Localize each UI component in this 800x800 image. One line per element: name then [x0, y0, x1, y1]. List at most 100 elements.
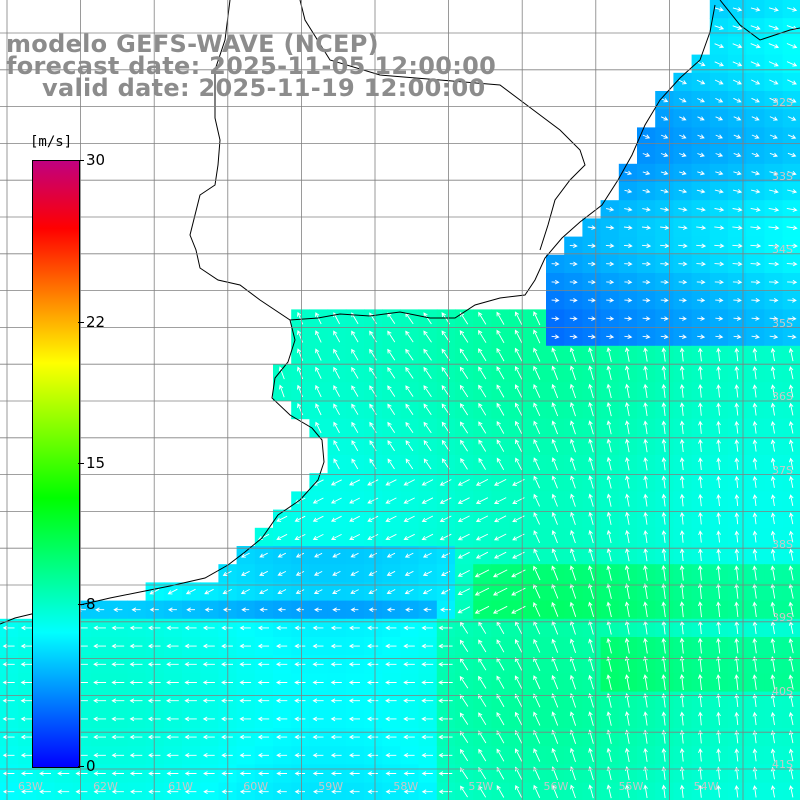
wind-arrow: [588, 638, 594, 653]
wind-arrow: [716, 784, 721, 798]
wind-arrow: [661, 457, 667, 471]
wind-arrow: [624, 674, 630, 690]
wind-arrow: [605, 225, 615, 230]
wind-arrow: [438, 771, 453, 776]
wind-arrow: [788, 601, 794, 617]
wind-arrow: [386, 570, 396, 576]
wind-arrow: [716, 384, 721, 398]
wind-arrow: [588, 383, 594, 399]
wind-arrow: [387, 348, 396, 361]
wind-arrow: [330, 533, 342, 540]
wind-arrow: [661, 784, 667, 798]
wind-arrow: [570, 511, 576, 525]
wind-arrow: [569, 656, 577, 672]
wind-arrow: [643, 564, 648, 581]
wind-arrow: [734, 637, 739, 654]
forecast-date: forecast date: 2025-11-05 12:00:00: [6, 52, 497, 80]
wind-arrow: [624, 207, 633, 212]
wind-arrow: [276, 533, 288, 541]
speed-cell: [782, 436, 800, 456]
wind-arrow: [606, 565, 612, 581]
wind-arrow: [439, 479, 452, 486]
wind-arrow: [259, 607, 268, 612]
wind-arrow: [459, 312, 469, 325]
wind-arrow: [111, 734, 125, 740]
wind-arrow: [750, 243, 762, 249]
wind-arrow: [733, 152, 742, 157]
wind-arrow: [625, 511, 630, 525]
wind-arrow: [642, 316, 651, 321]
wind-arrow: [439, 515, 452, 522]
wind-arrow: [698, 384, 703, 398]
wind-arrow: [202, 698, 215, 703]
wind-arrow: [239, 716, 252, 722]
wind-arrow: [624, 711, 630, 726]
wind-arrow: [147, 680, 161, 685]
wind-arrow: [698, 693, 703, 708]
wind-arrow: [625, 438, 630, 453]
wind-arrow: [312, 789, 324, 794]
wind-arrow: [787, 152, 797, 158]
wind-arrow: [257, 625, 269, 631]
wind-arrow: [697, 116, 705, 121]
wind-arrow: [661, 583, 667, 599]
speed-cell: [782, 618, 800, 638]
wind-arrow: [129, 716, 143, 722]
wind-arrow: [184, 625, 197, 631]
wind-arrow: [2, 680, 15, 685]
wind-arrow: [588, 529, 594, 544]
wind-arrow: [606, 511, 612, 525]
wind-arrow: [768, 25, 780, 31]
wind-arrow: [315, 348, 322, 361]
wind-arrow: [588, 601, 595, 618]
wind-arrow: [259, 552, 268, 558]
wind-arrow: [624, 347, 630, 362]
wind-arrow: [457, 606, 471, 614]
wind-arrow: [716, 530, 721, 543]
wind-arrow: [752, 583, 758, 599]
wind-arrow: [421, 643, 434, 649]
wind-arrow: [569, 674, 577, 690]
wind-arrow: [385, 771, 397, 776]
wind-arrow: [423, 421, 432, 434]
wind-arrow: [788, 475, 794, 488]
wind-arrow: [330, 479, 342, 486]
wind-arrow: [496, 366, 505, 380]
wind-arrow: [786, 207, 798, 212]
wind-arrow: [696, 207, 706, 212]
wind-arrow: [387, 330, 396, 343]
wind-arrow: [786, 225, 798, 231]
wind-arrow: [752, 637, 758, 654]
wind-arrow: [770, 565, 776, 581]
wind-arrow: [660, 316, 669, 321]
wind-arrow: [184, 753, 197, 758]
wind-arrow: [349, 515, 361, 522]
wind-arrow: [716, 711, 721, 726]
wind-arrow: [350, 552, 359, 558]
wind-arrow: [423, 385, 432, 397]
wind-arrow: [643, 637, 648, 654]
wind-arrow: [511, 605, 526, 614]
wind-arrow: [421, 479, 434, 486]
wind-arrow: [606, 420, 612, 435]
wind-arrow: [588, 420, 594, 435]
wind-arrow: [129, 698, 143, 703]
wind-arrow: [294, 716, 306, 722]
wind-arrow: [403, 789, 415, 794]
wind-arrow: [769, 97, 779, 103]
wind-arrow: [732, 79, 742, 85]
wind-arrow: [202, 716, 215, 722]
colorbar-tick-mark: [78, 463, 84, 464]
wind-arrow: [679, 583, 685, 600]
wind-arrow: [679, 365, 685, 380]
wind-arrow: [679, 116, 687, 121]
wind-arrow: [551, 548, 558, 562]
wind-arrow: [351, 421, 359, 434]
wind-arrow: [533, 675, 541, 690]
wind-arrow: [643, 711, 648, 726]
wind-arrow: [588, 493, 594, 507]
wind-arrow: [404, 589, 414, 595]
wind-arrow: [423, 607, 432, 612]
wind-arrow: [349, 771, 360, 776]
wind-arrow: [714, 7, 724, 12]
